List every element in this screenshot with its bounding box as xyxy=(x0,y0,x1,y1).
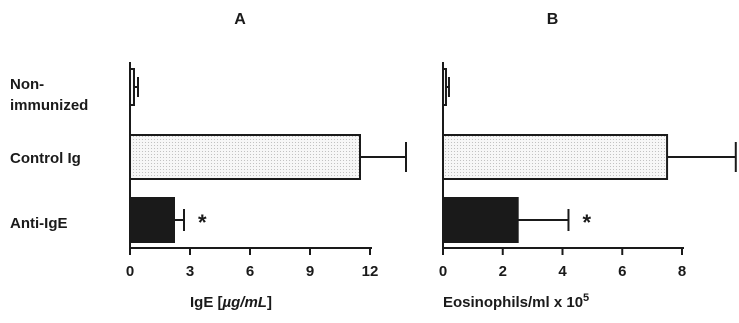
x-tick-label: 9 xyxy=(306,263,314,280)
x-tick-label: 0 xyxy=(126,263,134,280)
bar xyxy=(442,68,447,106)
bar xyxy=(442,197,519,243)
x-axis-title: IgE [µg/mL] xyxy=(190,294,272,311)
category-label: Non- xyxy=(10,76,44,93)
bar xyxy=(129,134,361,180)
significance-marker: * xyxy=(582,210,591,235)
x-tick-label: 6 xyxy=(618,263,626,280)
x-axis-unit: µg/mL xyxy=(222,294,267,311)
x-tick-label: 2 xyxy=(499,263,507,280)
x-tick-label: 12 xyxy=(362,263,379,280)
bar xyxy=(129,68,135,106)
category-label: immunized xyxy=(10,97,88,114)
panel-title: B xyxy=(547,11,559,28)
x-tick-label: 4 xyxy=(558,263,567,280)
x-tick-label: 3 xyxy=(186,263,194,280)
panel-a: A 0 3 6 9 12 * IgE [µg/mL] xyxy=(126,11,407,311)
category-label: Control Ig xyxy=(10,150,81,167)
x-axis-exponent: 5 xyxy=(583,292,589,304)
category-labels: Non-immunized Control Ig Anti-IgE xyxy=(10,76,88,232)
panel-b: B 0 2 4 6 8 * Eosinophils/ml x 105 xyxy=(439,11,737,311)
bar xyxy=(442,134,669,180)
category-label: Anti-IgE xyxy=(10,215,68,232)
x-tick-label: 8 xyxy=(678,263,686,280)
bar xyxy=(129,197,175,243)
x-tick-label: 6 xyxy=(246,263,254,280)
significance-marker: * xyxy=(198,210,207,235)
x-tick-label: 0 xyxy=(439,263,447,280)
panel-title: A xyxy=(234,11,246,28)
x-axis-title: Eosinophils/ml x 105 xyxy=(443,292,589,311)
